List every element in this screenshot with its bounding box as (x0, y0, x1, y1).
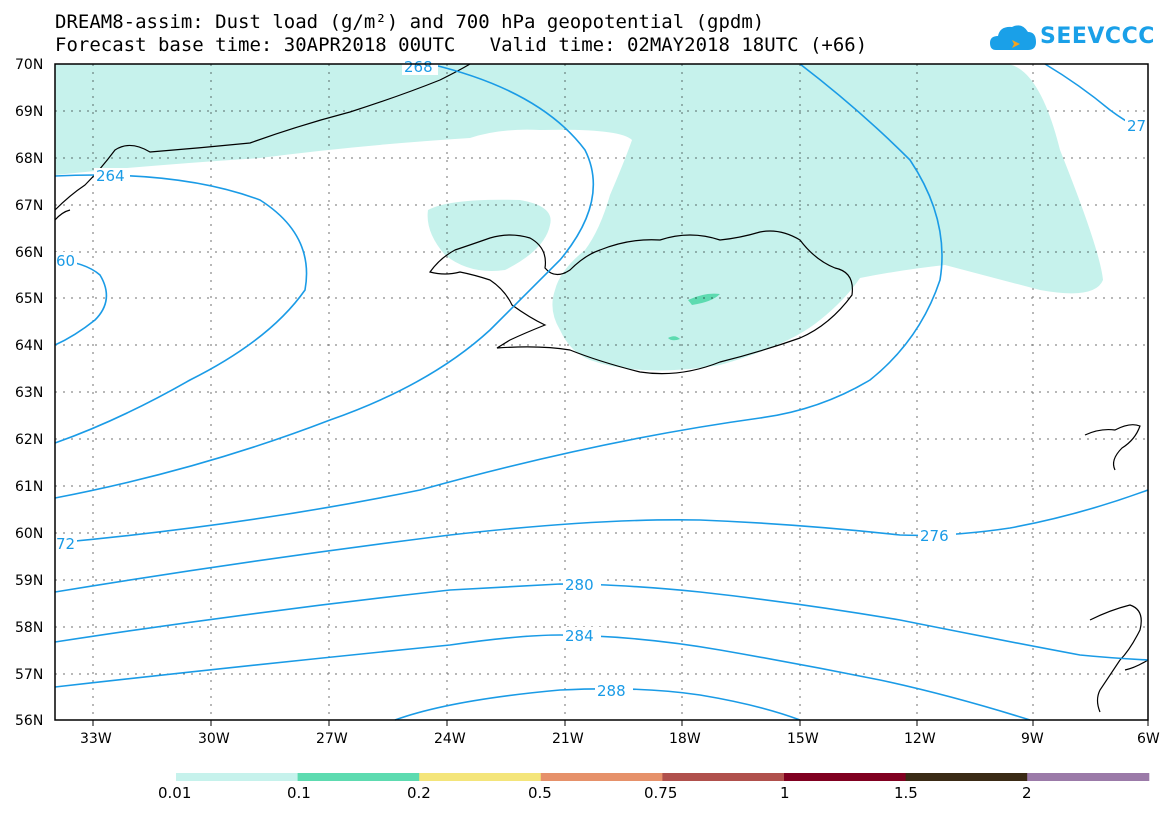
lat-label: 68N (15, 151, 43, 167)
contour-label: 27 (1127, 117, 1146, 135)
geopotential-contours (54, 63, 1149, 721)
colorbar-swatch (297, 773, 420, 781)
longitude-labels: 33W 30W 27W 24W 21W 18W 15W 12W 9W 6W (80, 731, 1160, 747)
contour-label: 288 (597, 682, 626, 700)
contour-label: 276 (920, 527, 949, 545)
map-frame (54, 63, 1149, 721)
contour-label: 264 (96, 167, 125, 185)
lon-label: 24W (434, 731, 466, 747)
contour-labels: 268 264 60 72 276 280 284 288 27 (55, 58, 1148, 700)
map-subtitle: Forecast base time: 30APR2018 00UTC Vali… (55, 34, 868, 56)
lat-label: 59N (15, 573, 43, 589)
contour-label: 284 (565, 627, 594, 645)
colorbar-label: 0.1 (287, 784, 311, 802)
lat-label: 67N (15, 198, 43, 214)
colorbar-swatch (540, 773, 663, 781)
lat-label: 58N (15, 620, 43, 636)
colorbar-label: 2 (1022, 784, 1032, 802)
lat-label: 61N (15, 479, 43, 495)
colorbar-swatch (905, 773, 1028, 781)
lat-label: 66N (15, 245, 43, 261)
graticule (55, 64, 1148, 720)
lon-label: 30W (198, 731, 230, 747)
map-title: DREAM8-assim: Dust load (g/m²) and 700 h… (55, 11, 765, 33)
lon-label: 15W (787, 731, 819, 747)
lon-label: 9W (1021, 731, 1044, 747)
colorbar-label: 0.01 (158, 784, 192, 802)
lat-label: 64N (15, 338, 43, 354)
coastlines (54, 63, 1149, 713)
latitude-labels: 70N 69N 68N 67N 66N 65N 64N 63N 62N 61N … (15, 57, 43, 729)
contour-label: 268 (404, 58, 433, 76)
colorbar-label: 0.75 (644, 784, 678, 802)
lon-label: 27W (316, 731, 348, 747)
colorbar-label: 1.5 (894, 784, 918, 802)
cloud-logo-icon (990, 25, 1036, 50)
colorbar-swatch (784, 773, 907, 781)
axis-ticks (92, 720, 1149, 726)
logo-text: SEEVCCC (1040, 24, 1155, 49)
lat-label: 56N (15, 713, 43, 729)
contour-label: 280 (565, 576, 594, 594)
colorbar-swatch (176, 773, 299, 781)
lon-label: 6W (1137, 731, 1160, 747)
lon-label: 18W (669, 731, 701, 747)
lat-label: 57N (15, 667, 43, 683)
colorbar-label: 1 (780, 784, 790, 802)
colorbar-label: 0.2 (407, 784, 431, 802)
contour-label: 60 (56, 252, 75, 270)
lon-label: 12W (904, 731, 936, 747)
contour-label: 72 (56, 535, 75, 553)
colorbar-label: 0.5 (528, 784, 552, 802)
lon-label: 33W (80, 731, 112, 747)
colorbar-swatch (662, 773, 785, 781)
lat-label: 69N (15, 104, 43, 120)
lat-label: 60N (15, 526, 43, 542)
colorbar (176, 773, 1150, 781)
lat-label: 70N (15, 57, 43, 73)
colorbar-swatch (1027, 773, 1150, 781)
lat-label: 65N (15, 291, 43, 307)
lat-label: 62N (15, 432, 43, 448)
lat-label: 63N (15, 385, 43, 401)
colorbar-swatch (419, 773, 542, 781)
dust-shading (55, 64, 1103, 371)
lon-label: 21W (552, 731, 584, 747)
